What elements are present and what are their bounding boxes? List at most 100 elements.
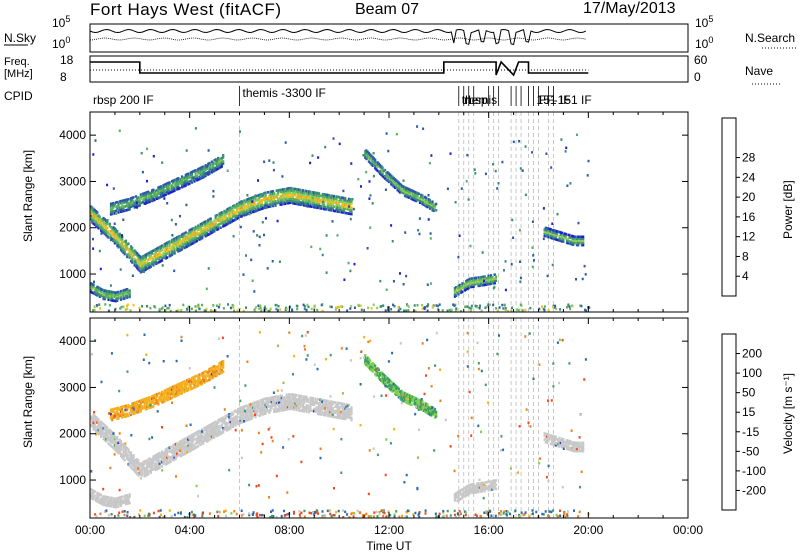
echo-cell: [455, 294, 458, 297]
echo-cell: [178, 238, 181, 242]
echo-cell: [465, 282, 468, 285]
echo-cell: [218, 158, 221, 161]
echo-cell: [479, 280, 483, 283]
echo-cell: [134, 203, 138, 207]
echo-cell: [190, 227, 194, 231]
echo-cell: [131, 458, 134, 462]
ground-echo: [158, 309, 161, 313]
scatter-echo: [446, 187, 449, 190]
echo-cell: [340, 196, 343, 199]
echo-cell: [168, 397, 171, 401]
echo-cell: [417, 402, 420, 406]
echo-cell: [259, 413, 262, 417]
echo-cell: [117, 208, 120, 212]
echo-cell: [248, 413, 251, 417]
echo-cell: [141, 405, 144, 408]
echo-cell: [423, 410, 427, 413]
scatter-echo: [239, 225, 242, 229]
echo-cell: [147, 464, 150, 467]
echo-cell: [471, 483, 474, 486]
ground-echo: [478, 307, 481, 310]
echo-cell: [122, 207, 125, 211]
echo-cell: [202, 442, 205, 445]
ground-echo: [554, 306, 556, 309]
echo-cell: [156, 247, 159, 250]
echo-cell: [151, 199, 154, 203]
echo-cell: [285, 195, 288, 199]
echo-cell: [365, 149, 368, 152]
echo-cell: [141, 259, 144, 263]
scatter-echo: [353, 262, 356, 266]
echo-cell: [199, 177, 202, 180]
echo-cell: [95, 289, 98, 292]
echo-cell: [178, 247, 181, 250]
echo-cell: [174, 388, 177, 392]
echo-cell: [217, 225, 220, 229]
echo-cell: [318, 412, 321, 416]
echo-cell: [154, 466, 157, 470]
echo-cell: [198, 171, 201, 175]
echo-cell: [323, 195, 326, 198]
echo-cell: [128, 293, 131, 297]
echo-cell: [138, 259, 141, 262]
echo-cell: [90, 288, 93, 292]
echo-cell: [109, 230, 113, 233]
scatter-echo: [385, 288, 388, 291]
echo-cell: [260, 207, 263, 211]
echo-cell: [293, 404, 296, 407]
echo-cell: [316, 206, 319, 210]
echo-cell: [228, 213, 231, 216]
echo-cell: [116, 299, 119, 302]
echo-cell: [472, 487, 475, 490]
echo-cell: [244, 415, 247, 418]
echo-cell: [218, 368, 221, 371]
echo-cell: [293, 406, 296, 409]
echo-cell: [90, 290, 93, 294]
echo-cell: [308, 410, 311, 414]
echo-cell: [399, 182, 402, 186]
echo-cell: [218, 418, 221, 422]
echo-cell: [426, 203, 429, 207]
echo-cell: [151, 262, 154, 266]
echo-cell: [189, 234, 192, 238]
echo-cell: [146, 473, 149, 476]
echo-cell: [187, 244, 190, 248]
echo-cell: [249, 211, 252, 215]
echo-cell: [295, 202, 298, 206]
echo-cell: [341, 404, 344, 408]
echo-cell: [161, 259, 164, 262]
echo-cell: [346, 201, 349, 205]
echo-cell: [93, 208, 96, 212]
freq-right-tick-bottom: 0: [694, 70, 701, 84]
echo-cell: [253, 410, 256, 413]
echo-cell: [235, 415, 238, 418]
echo-cell: [197, 232, 200, 236]
echo-cell: [187, 174, 190, 178]
echo-cell: [365, 359, 368, 363]
echo-cell: [230, 413, 233, 417]
echo-cell: [131, 246, 134, 250]
echo-cell: [239, 207, 242, 210]
echo-cell: [408, 192, 412, 196]
echo-cell: [400, 389, 403, 393]
echo-cell: [112, 410, 115, 413]
echo-cell: [558, 239, 561, 242]
echo-cell: [143, 472, 146, 476]
echo-cell: [111, 433, 114, 436]
echo-cell: [239, 421, 242, 424]
scatter-echo: [402, 179, 405, 182]
echo-cell: [203, 231, 206, 234]
echo-cell: [476, 490, 479, 494]
echo-cell: [225, 429, 228, 432]
echo-cell: [232, 417, 235, 420]
scatter-echo: [272, 168, 275, 172]
echo-cell: [255, 402, 258, 406]
echo-cell: [405, 401, 408, 404]
echo-cell: [182, 176, 185, 180]
echo-cell: [121, 416, 124, 419]
echo-cell: [139, 468, 142, 472]
echo-cell: [100, 289, 103, 293]
echo-cell: [279, 190, 282, 194]
echo-cell: [467, 486, 470, 489]
station-title: Fort Hays West (fitACF): [90, 0, 282, 19]
